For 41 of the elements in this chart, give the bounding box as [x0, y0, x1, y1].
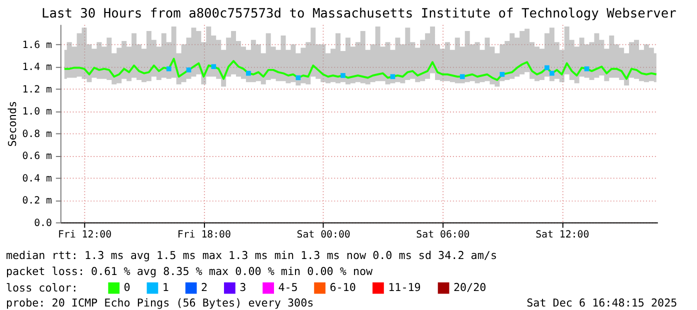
- legend-label: 1: [162, 281, 169, 294]
- x-tick-label: Fri 18:00: [177, 230, 232, 241]
- text: packet loss: 0.61 % avg 8.35 % max 0.00 % min 0.00 % now: [6, 264, 374, 278]
- x-tick-label: Sat 00:00: [296, 230, 350, 241]
- legend-label: 20/20: [453, 281, 486, 294]
- x-tick-label: Sat 06:00: [416, 230, 470, 241]
- chart-title: Last 30 Hours from a800c757573d to Massachusetts Institute of Technology Webserver: [41, 6, 677, 22]
- point: [390, 74, 396, 80]
- x-tick-label: Sat 12:00: [536, 230, 590, 241]
- y-tick-label: 0.4 m: [22, 173, 52, 184]
- line-series: [63, 58, 658, 81]
- point: [166, 66, 172, 72]
- x-tick-label: Fri 12:00: [58, 230, 112, 241]
- y-tick-label: 0.2 m: [22, 196, 52, 207]
- point: [211, 64, 216, 70]
- y-tick-label: 1.2 m: [22, 84, 52, 96]
- y-tick-label: 0.0: [34, 218, 52, 229]
- y-tick-label: 0.6 m: [22, 151, 52, 162]
- point: [460, 74, 465, 80]
- point: [340, 73, 346, 78]
- point: [500, 72, 505, 77]
- y-tick-label: 1.0 m: [22, 106, 52, 118]
- point: [544, 65, 550, 70]
- point: [186, 68, 192, 72]
- legend-label: 2: [200, 281, 208, 294]
- point: [584, 66, 590, 72]
- point: [246, 70, 251, 76]
- y-tick-label: 0.8 m: [22, 128, 52, 140]
- text: Sat Dec 6 16:48:15 2025: [526, 296, 678, 310]
- y-tick-label: 1.6 m: [22, 40, 52, 51]
- legend-label: 0: [124, 281, 130, 294]
- text: probe: 20 ICMP Echo Pings (56 Bytes) every 300s: [6, 296, 314, 310]
- y-tick-label: 1.4 m: [22, 62, 52, 74]
- legend-label: 6-10: [330, 281, 356, 294]
- point: [550, 70, 554, 76]
- legend-label: 4-5: [278, 281, 298, 294]
- text: median rtt: 1.3 ms avg 1.5 ms max 1.3 ms min 1.3 ms now 0.0 ms sd 34.2 am/s: [6, 248, 498, 262]
- legend-label: 11-19: [388, 281, 421, 294]
- legend-title: loss color:: [6, 282, 78, 295]
- y-axis-title: Seconds: [6, 100, 20, 147]
- legend-label: 3: [240, 281, 246, 294]
